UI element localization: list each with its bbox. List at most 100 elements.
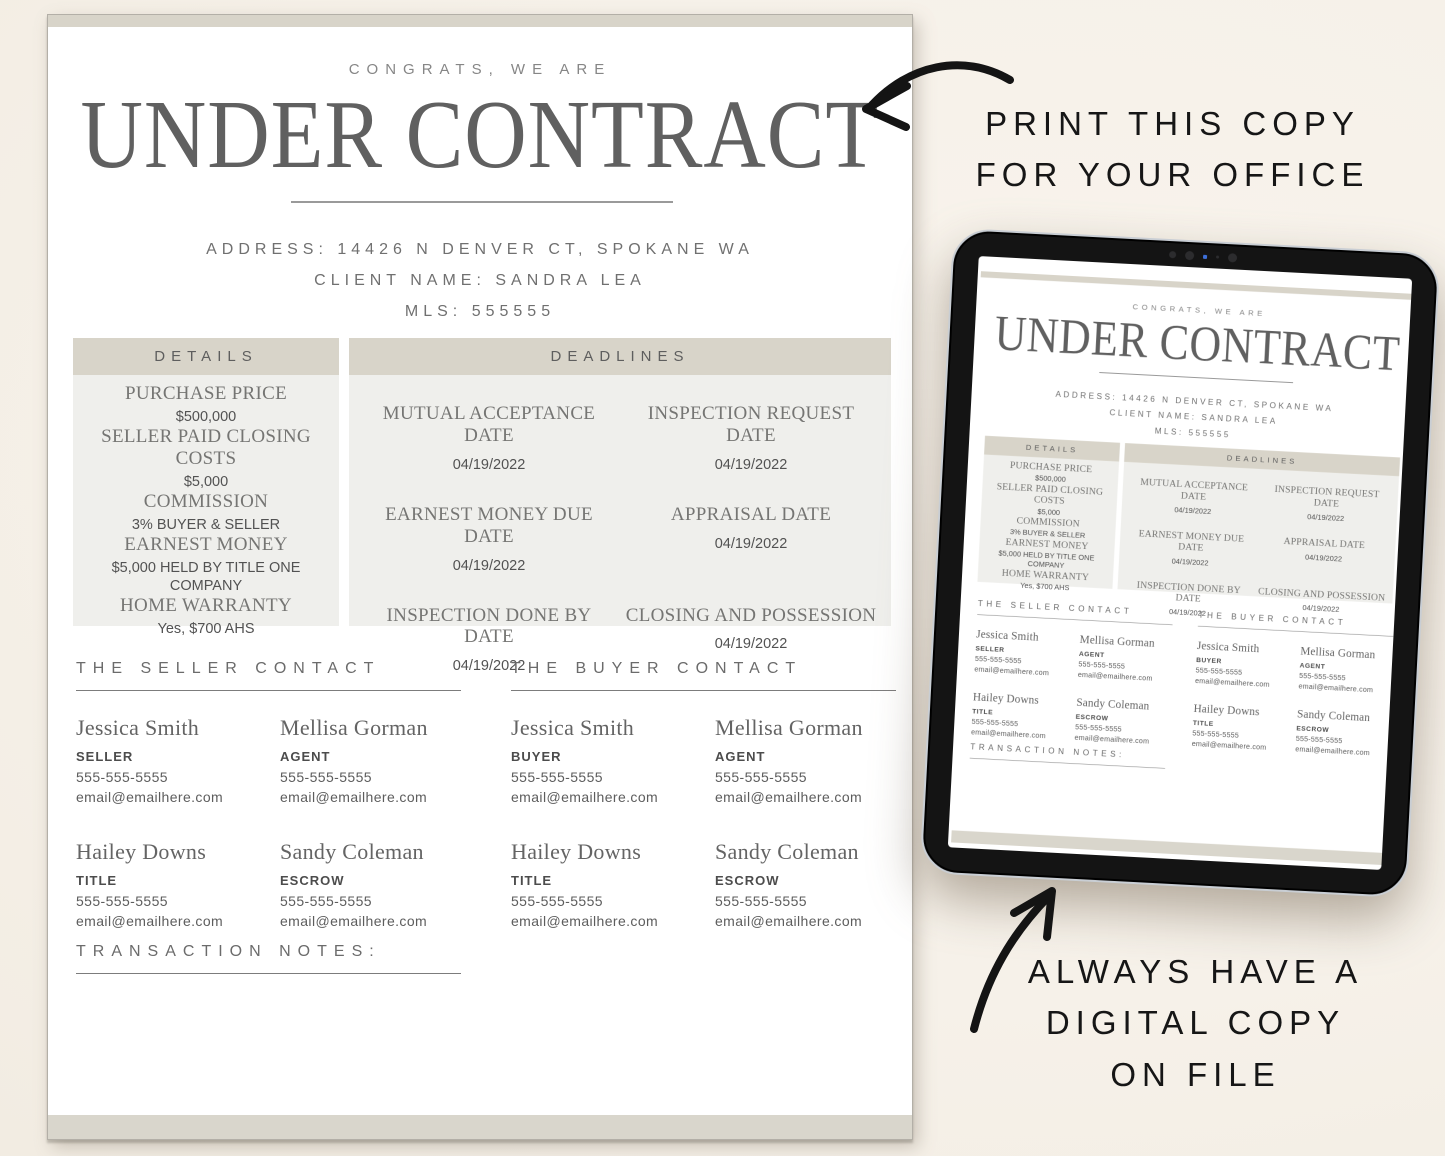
- deadline-label: INSPECTION REQUEST DATE: [647, 403, 855, 446]
- contact-role: ESCROW: [715, 873, 780, 888]
- detail-label: PURCHASE PRICE: [124, 383, 288, 404]
- camera-dot-icon: [1168, 251, 1177, 259]
- contact-name: Jessica Smith: [511, 715, 635, 740]
- detail-item: EARNEST MONEY $5,000 HELD BY TITLE ONE C…: [77, 534, 335, 595]
- deadline-label: INSPECTION REQUEST DATE: [1274, 483, 1380, 510]
- contact-card: Sandy Coleman ESCROW 555-555-5555 email@…: [1295, 707, 1398, 758]
- contact-card: Sandy Coleman ESCROW 555-555-5555 email@…: [280, 839, 478, 929]
- title-divider-line: [291, 201, 673, 203]
- detail-item: PURCHASE PRICE $500,000: [125, 383, 287, 426]
- detail-item: HOME WARRANTY Yes, $700 AHS: [120, 595, 292, 638]
- deadline-date: 04/19/2022: [1307, 512, 1345, 524]
- deadline-date: 04/19/2022: [452, 658, 526, 675]
- camera-dot-icon: [1227, 253, 1238, 263]
- contact-name: Hailey Downs: [76, 839, 207, 864]
- deadline-date: 04/19/2022: [452, 456, 526, 473]
- page-top-band: [48, 15, 912, 27]
- detail-label: COMMISSION: [143, 490, 269, 512]
- deadline-item: EARNEST MONEY DUE DATE 04/19/2022: [361, 504, 617, 575]
- contact-name: Sandy Coleman: [1296, 706, 1371, 724]
- buyer-contacts-grid: Jessica Smith BUYER 555-555-5555 email@e…: [1192, 639, 1402, 758]
- deadline-date: 04/19/2022: [1171, 557, 1209, 568]
- seller-contact-header: THE SELLER CONTACT: [76, 660, 461, 691]
- camera-sensor-blue-icon: [1202, 254, 1208, 259]
- digital-note: ALWAYS HAVE A DIGITAL COPY ON FILE: [968, 946, 1423, 1100]
- deadline-date: 04/19/2022: [452, 557, 526, 574]
- deadlines-grid: MUTUAL ACCEPTANCE DATE 04/19/2022 INSPEC…: [1116, 462, 1399, 629]
- contact-phone: 555-555-5555: [76, 893, 168, 909]
- contact-email: email@emailhere.com: [76, 789, 224, 805]
- deadline-date: 04/19/2022: [714, 456, 788, 473]
- deadlines-grid: MUTUAL ACCEPTANCE DATE 04/19/2022 INSPEC…: [349, 375, 891, 675]
- seller-contacts-grid: Jessica Smith SELLER 555-555-5555 email@…: [971, 627, 1181, 746]
- contact-card: Sandy Coleman ESCROW 555-555-5555 email@…: [715, 839, 913, 929]
- detail-value: Yes, $700 AHS: [157, 620, 255, 637]
- contact-email: email@emailhere.com: [715, 913, 863, 929]
- contact-card: Jessica Smith SELLER 555-555-5555 email@…: [76, 715, 280, 805]
- deadline-item: MUTUAL ACCEPTANCE DATE 04/19/2022: [1128, 476, 1260, 519]
- contact-name: Mellisa Gorman: [1300, 644, 1376, 661]
- contact-name: Sandy Coleman: [1076, 695, 1150, 712]
- tablet-camera-icon: [1168, 250, 1238, 263]
- deadline-label: INSPECTION DONE BY DATE: [386, 604, 592, 648]
- digital-note-line3: ON FILE: [1110, 1055, 1281, 1093]
- contact-phone: 555-555-5555: [715, 893, 807, 909]
- document-page-position: CONGRATS, WE ARE UNDER CONTRACT ADDRESS:…: [47, 14, 913, 1140]
- contact-name: Mellisa Gorman: [1079, 632, 1156, 650]
- detail-item: EARNEST MONEY $5,000 HELD BY TITLE ONE C…: [980, 535, 1113, 573]
- deadlines-header: DEADLINES: [349, 338, 891, 375]
- contact-card: Hailey Downs TITLE 555-555-5555 email@em…: [971, 690, 1077, 741]
- page-top-band: [980, 271, 1413, 301]
- contact-email: email@emailhere.com: [280, 913, 428, 929]
- camera-dot-icon: [1215, 255, 1220, 259]
- address-line: ADDRESS: 14426 N DENVER CT, SPOKANE WA: [206, 241, 754, 258]
- client-name-line: CLIENT NAME: SANDRA LEA: [314, 272, 646, 289]
- deadlines-box: DEADLINES MUTUAL ACCEPTANCE DATE 04/19/2…: [349, 338, 891, 674]
- document-title: UNDER CONTRACT: [48, 79, 912, 188]
- tablet-mockup: CONGRATS, WE ARE UNDER CONTRACT ADDRESS:…: [919, 227, 1441, 899]
- contact-name: Sandy Coleman: [280, 839, 424, 864]
- contact-email: email@emailhere.com: [280, 789, 428, 805]
- deadline-date: 04/19/2022: [714, 636, 788, 653]
- contact-name: Hailey Downs: [1193, 701, 1260, 718]
- detail-value: $500,000: [175, 408, 237, 425]
- contact-card: Mellisa Gorman AGENT 555-555-5555 email@…: [1298, 644, 1401, 695]
- deadline-label: APPRAISAL DATE: [1283, 535, 1366, 551]
- detail-value: $5,000 HELD BY TITLE ONE COMPANY: [111, 559, 301, 594]
- detail-value: $5,000: [183, 473, 229, 490]
- mls-line: MLS: 555555: [404, 303, 556, 320]
- contact-role: SELLER: [76, 749, 134, 764]
- deadlines-box: DEADLINES MUTUAL ACCEPTANCE DATE 04/19/2…: [1117, 443, 1401, 618]
- deadline-label: INSPECTION DONE BY DATE: [1136, 579, 1242, 605]
- contact-name: Sandy Coleman: [715, 839, 859, 864]
- contact-card: Mellisa Gorman AGENT 555-555-5555 email@…: [1078, 632, 1181, 683]
- print-note-line2: FOR YOUR OFFICE: [975, 156, 1370, 194]
- deadline-item: INSPECTION REQUEST DATE 04/19/2022: [1261, 483, 1393, 526]
- contact-phone: 555-555-5555: [280, 893, 372, 909]
- details-header: DETAILS: [73, 338, 339, 375]
- tablet-bezel: CONGRATS, WE ARE UNDER CONTRACT ADDRESS:…: [919, 227, 1441, 899]
- detail-item: COMMISSION 3% BUYER & SELLER: [132, 491, 280, 534]
- contact-card: Hailey Downs TITLE 555-555-5555 email@em…: [1192, 702, 1298, 753]
- deadline-item: APPRAISAL DATE 04/19/2022: [623, 504, 879, 575]
- document-title-text: UNDER CONTRACT: [80, 80, 880, 189]
- contact-email: email@emailhere.com: [76, 913, 224, 929]
- deadline-date: 04/19/2022: [1304, 553, 1343, 564]
- contact-name: Jessica Smith: [1196, 638, 1260, 655]
- contact-name: Hailey Downs: [972, 689, 1040, 707]
- contact-name: Jessica Smith: [975, 627, 1040, 643]
- contact-phone: 555-555-5555: [511, 893, 603, 909]
- deadline-item: CLOSING AND POSSESSION 04/19/2022: [623, 605, 879, 676]
- detail-item: HOME WARRANTY Yes, $700 AHS: [1001, 567, 1090, 593]
- contact-role: BUYER: [511, 749, 562, 764]
- contact-name: Jessica Smith: [76, 715, 200, 740]
- contact-card: Hailey Downs TITLE 555-555-5555 email@em…: [511, 839, 715, 929]
- deadline-item: MUTUAL ACCEPTANCE DATE 04/19/2022: [361, 403, 617, 474]
- deadline-label: MUTUAL ACCEPTANCE DATE: [382, 403, 596, 446]
- contact-email: email@emailhere.com: [511, 913, 659, 929]
- detail-value: 3% BUYER & SELLER: [131, 516, 281, 533]
- detail-label: SELLER PAID CLOSING COSTS: [101, 425, 311, 469]
- deadline-label: EARNEST MONEY DUE DATE: [1138, 528, 1245, 554]
- contact-role: ESCROW: [280, 873, 345, 888]
- contact-name: Mellisa Gorman: [715, 715, 863, 740]
